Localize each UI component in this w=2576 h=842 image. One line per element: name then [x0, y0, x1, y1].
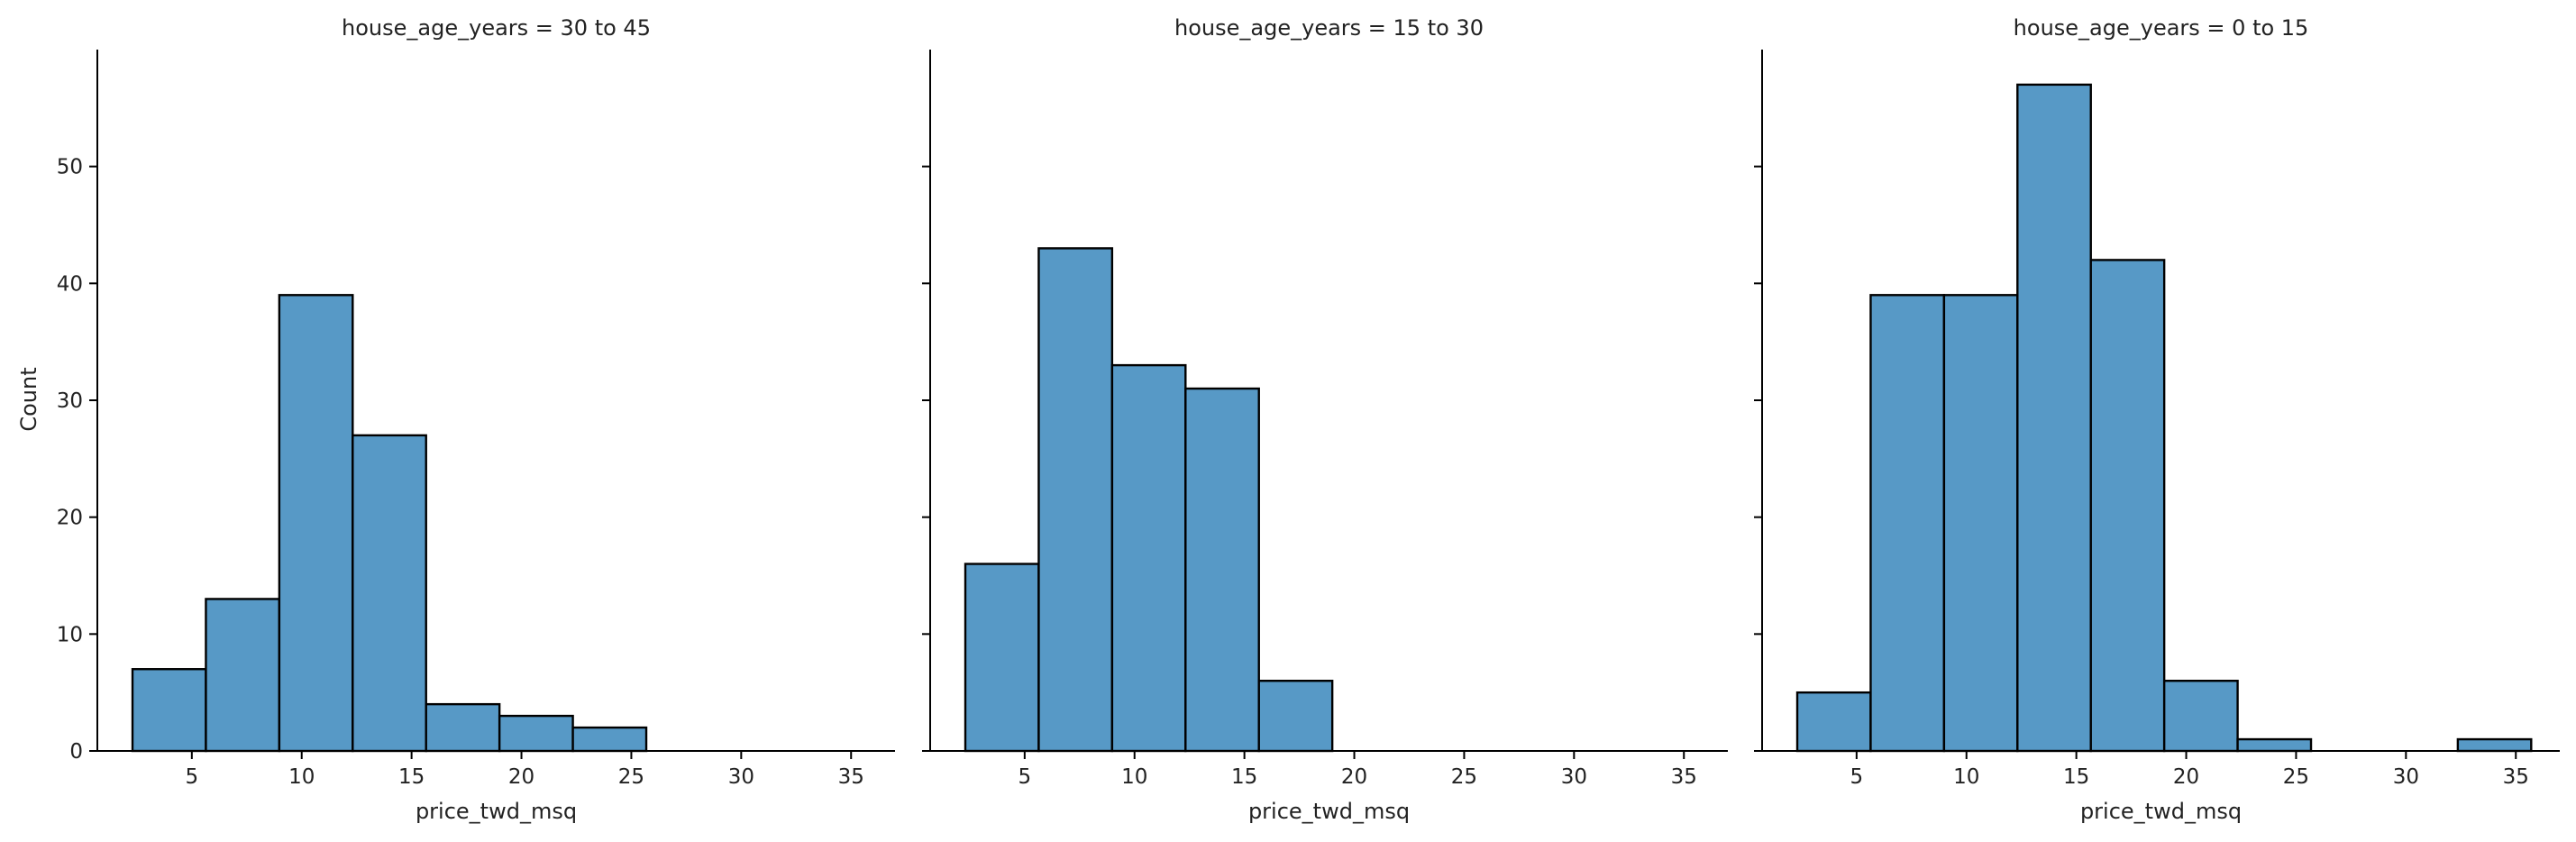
histogram-bar	[2456, 737, 2533, 753]
y-tick-label: 50	[57, 156, 83, 179]
histogram-bar	[498, 714, 574, 753]
histogram-bar	[1184, 387, 1260, 753]
x-tick-label: 35	[1671, 765, 1697, 789]
x-tick-label: 15	[2063, 765, 2089, 789]
facet-title: house_age_years = 15 to 30	[1174, 15, 1484, 41]
histogram-bar	[2016, 83, 2092, 753]
y-tick-label: 20	[57, 507, 83, 530]
histogram-bar	[1037, 247, 1114, 753]
x-tick-label: 25	[1451, 765, 1477, 789]
x-tick-label: 10	[1953, 765, 1979, 789]
y-tick-label: 0	[69, 740, 83, 764]
x-tick-label: 5	[186, 765, 199, 789]
histogram-bar	[571, 726, 648, 753]
x-tick-label: 10	[288, 765, 315, 789]
histogram-bar	[131, 668, 207, 753]
histogram-bar	[425, 702, 501, 753]
facet-panel: house_age_years = 0 to 15 5 10 15 20 25 30 35 pr…	[1754, 15, 2560, 824]
facet-panel: house_age_years = 15 to 30 5 10 15 20 25 30 35 p…	[922, 15, 1728, 824]
y-tick-label: 10	[57, 623, 83, 646]
y-tick-label: 30	[57, 389, 83, 413]
facets-layer: house_age_years = 30 to 45 5 10 15 20 25 30 35 0…	[57, 15, 2560, 824]
x-tick-label: 15	[398, 765, 425, 789]
x-tick-label: 30	[1561, 765, 1587, 789]
x-tick-label: 25	[2283, 765, 2309, 789]
x-tick-label: 10	[1121, 765, 1147, 789]
x-tick-label: 5	[1019, 765, 1032, 789]
x-axis-title: price_twd_msq	[416, 799, 577, 824]
histogram-bar	[205, 598, 281, 753]
x-tick-label: 35	[2503, 765, 2529, 789]
facet-title: house_age_years = 30 to 45	[342, 15, 651, 41]
histogram-bar	[2236, 737, 2313, 753]
histogram-bar	[278, 294, 354, 753]
x-tick-label: 20	[2173, 765, 2199, 789]
x-tick-label: 30	[2393, 765, 2419, 789]
histogram-bar	[352, 434, 427, 753]
histogram-bar	[2089, 259, 2166, 753]
histogram-bar	[1257, 680, 1334, 753]
facet-title: house_age_years = 0 to 15	[2014, 15, 2309, 41]
x-tick-label: 30	[728, 765, 754, 789]
y-axis-title: Count	[16, 367, 41, 431]
histogram-bar	[1869, 294, 1946, 753]
x-axis-title: price_twd_msq	[2080, 799, 2242, 824]
histogram-bar	[2162, 680, 2239, 753]
x-tick-label: 35	[838, 765, 864, 789]
x-axis-title: price_twd_msq	[1248, 799, 1410, 824]
histogram-bar	[964, 563, 1040, 753]
x-tick-label: 15	[1231, 765, 1257, 789]
x-tick-label: 5	[1850, 765, 1864, 789]
x-tick-label: 25	[618, 765, 644, 789]
histogram-bar	[1942, 294, 2019, 753]
facet-panel: house_age_years = 30 to 45 5 10 15 20 25 30 35 0…	[57, 15, 895, 824]
x-tick-label: 20	[508, 765, 534, 789]
y-tick-label: 40	[57, 272, 83, 296]
histogram-bar	[1110, 363, 1187, 753]
histogram-bar	[1795, 691, 1872, 753]
x-tick-label: 20	[1341, 765, 1367, 789]
